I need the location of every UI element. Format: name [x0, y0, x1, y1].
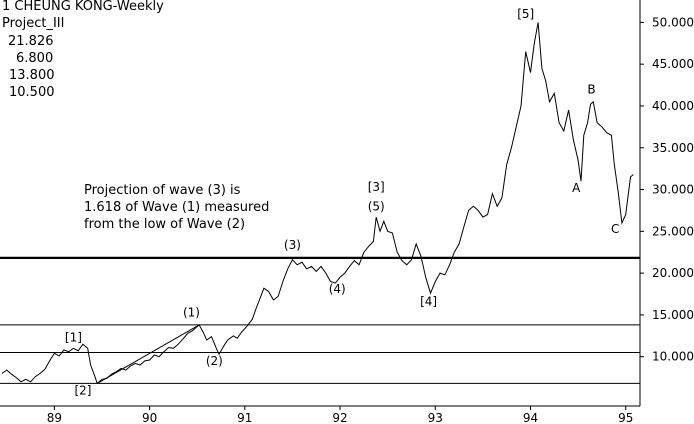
x-tick-label: 95: [618, 411, 633, 424]
x-tick-label: 94: [523, 411, 538, 424]
wave-label: (2): [206, 354, 223, 368]
x-tick-label: 92: [332, 411, 347, 424]
labels-layer: [1] [2] (1) (2) (3) (4) [3] (5) [4] [5] A B C: [65, 7, 620, 397]
x-tick-label: 90: [142, 411, 157, 424]
y-tick-label: 50.000: [652, 15, 694, 29]
chart-title: 1 CHEUNG KONG-Weekly: [2, 0, 164, 14]
wave-label: [1]: [65, 331, 82, 345]
wave-label: (1): [183, 306, 200, 320]
wave-label: [2]: [74, 383, 91, 397]
y-tick-label: 40.000: [652, 99, 694, 113]
x-tick-label: 89: [47, 411, 62, 424]
y-tick-label: 45.000: [652, 57, 694, 71]
price-line: [1, 22, 634, 385]
wave-label: B: [587, 82, 595, 96]
trend-layer: [96, 324, 200, 384]
chart-subtitle: Project_III: [2, 16, 65, 31]
level-value: 6.800: [16, 51, 54, 66]
levels-layer: [0, 256, 640, 384]
y-tick-label: 20.000: [652, 266, 694, 280]
series-layer: [1, 22, 634, 385]
wave-label: [3]: [368, 180, 385, 194]
y-tick-label: 25.000: [652, 224, 694, 238]
wave-label: (5): [368, 199, 385, 213]
wave-label: [5]: [517, 7, 534, 21]
wave-label: (3): [284, 238, 301, 252]
trendline: [96, 324, 200, 384]
x-tick-label: 93: [428, 411, 443, 424]
wave-label: C: [611, 222, 619, 236]
level-value: 21.826: [8, 34, 54, 49]
y-tick-label: 35.000: [652, 141, 694, 155]
wave-label: A: [572, 181, 581, 195]
y-tick-label: 10.000: [652, 350, 694, 364]
y-tick-label: 30.000: [652, 183, 694, 197]
projection-note: Projection of wave (3) is 1.618 of Wave …: [84, 182, 269, 233]
level-value: 10.500: [9, 85, 55, 100]
projection-note-line: Projection of wave (3) is: [84, 183, 241, 198]
y-tick-label: 15.000: [652, 308, 694, 322]
x-tick-label: 91: [237, 411, 252, 424]
projection-note-line: from the low of Wave (2): [84, 217, 246, 232]
level-value: 13.800: [9, 68, 55, 83]
wave-label: [4]: [420, 295, 437, 309]
wave-label: (4): [329, 282, 346, 296]
projection-note-line: 1.618 of Wave (1) measured: [84, 200, 270, 215]
